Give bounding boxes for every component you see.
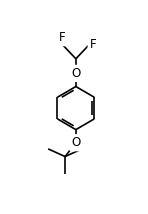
Text: F: F — [90, 38, 96, 51]
Text: O: O — [71, 67, 81, 80]
Text: O: O — [71, 136, 81, 149]
Text: F: F — [59, 31, 65, 44]
